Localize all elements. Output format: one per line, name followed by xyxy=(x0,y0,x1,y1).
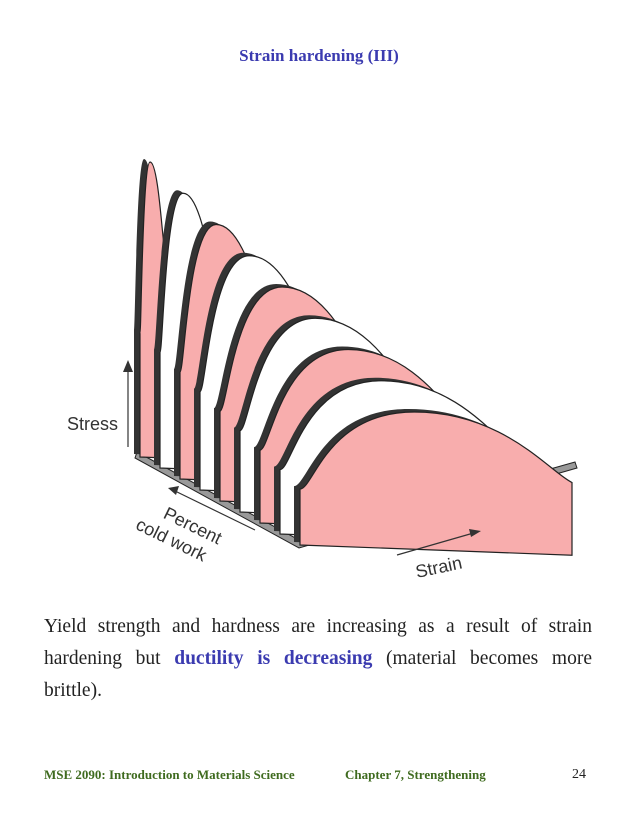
slide-title: Strain hardening (III) xyxy=(239,46,399,65)
page-number: 24 xyxy=(572,767,586,782)
stress-strain-panel xyxy=(299,411,573,556)
ductility-highlight: ductility is decreasing xyxy=(174,648,373,669)
strain-axis xyxy=(396,531,478,556)
strain-axis-label: Strain xyxy=(414,553,464,582)
cold-work-axis xyxy=(172,489,256,531)
strain-hardening-figure: Stress Percent cold work Strain xyxy=(67,159,578,582)
strain-axis-arrowhead xyxy=(469,529,481,537)
stress-axis-arrowhead xyxy=(123,360,133,372)
footer-chapter: Chapter 7, Strengthening xyxy=(345,767,486,782)
cold-work-axis-label: Percent cold work xyxy=(133,503,225,566)
stress-axis-label: Stress xyxy=(67,414,118,434)
footer-course: MSE 2090: Introduction to Materials Scie… xyxy=(44,767,295,782)
body-paragraph: Yield strength and hardness are increasi… xyxy=(44,616,593,701)
cold-work-axis-arrowhead xyxy=(168,486,179,495)
stress-strain-panels xyxy=(134,159,578,556)
